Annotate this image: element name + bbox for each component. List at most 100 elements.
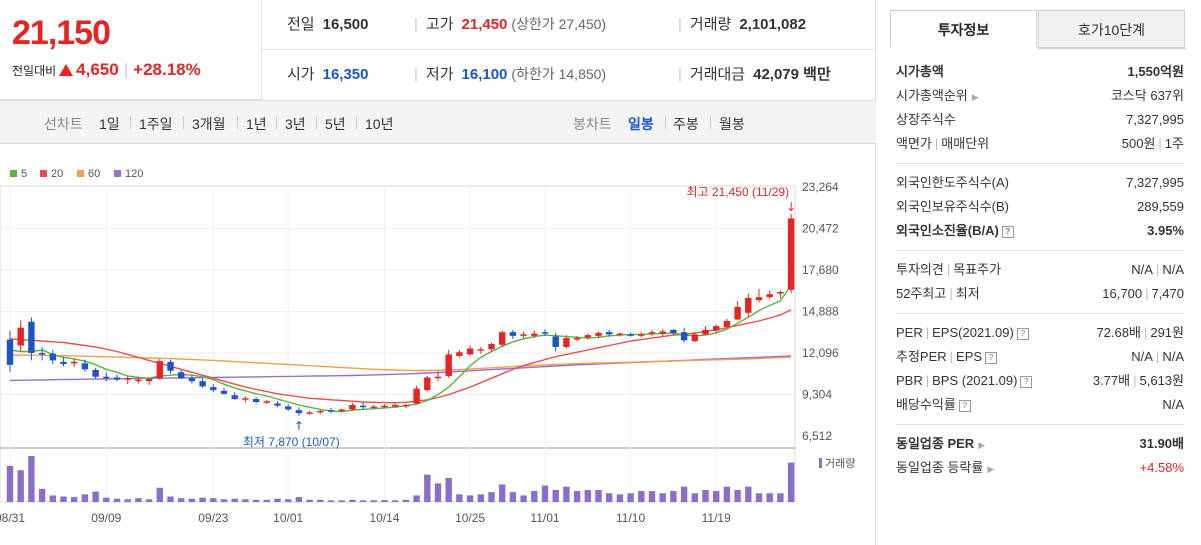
volume-bar	[274, 498, 281, 502]
prev-close-value: 16,500	[322, 16, 369, 33]
tab-1year[interactable]: 1년	[246, 116, 267, 132]
volume-bar	[252, 499, 260, 502]
candle-body	[648, 332, 656, 334]
tab-5year[interactable]: 5년	[325, 116, 346, 132]
target-label: 목표주가	[953, 262, 1002, 277]
tab-weekly[interactable]: 주봉	[673, 116, 699, 132]
candle-body	[488, 344, 495, 350]
tab-3year[interactable]: 3년	[285, 116, 306, 132]
volume-bar	[295, 497, 303, 502]
help-icon[interactable]: ?	[1016, 328, 1029, 340]
lower-limit-label: (하한가	[511, 66, 555, 82]
x-tick-label: 10/01	[273, 511, 303, 525]
tab-orderbook[interactable]: 호가10단계	[1038, 10, 1185, 48]
legend-swatch	[114, 170, 121, 177]
legend-label: 20	[51, 168, 63, 180]
volume-bar	[242, 499, 249, 502]
help-icon[interactable]: ?	[1001, 226, 1014, 238]
volume-bar	[691, 493, 698, 502]
ma20-line	[9, 309, 792, 404]
volume-bar	[766, 493, 773, 502]
candle-body	[295, 410, 303, 414]
help-icon[interactable]: ?	[1020, 376, 1033, 388]
volume-bar	[92, 491, 99, 502]
est-eps-label: EPS	[956, 349, 983, 364]
foreign-hold-label: 외국인보유주식수(B)	[896, 199, 1010, 214]
candle-body	[274, 403, 281, 406]
candle-body	[552, 336, 559, 347]
high-value: 21,450	[461, 16, 508, 33]
price-box: 21,150 전일대비 4,650 | +28.18%	[0, 0, 262, 100]
pbr-value: 3.77배	[1092, 373, 1131, 388]
change-rate: +28.18%	[133, 60, 201, 79]
volume-bar	[541, 485, 549, 502]
par-label: 액면가	[896, 136, 932, 151]
candle-body	[531, 333, 538, 336]
info-tabs: 투자정보 호가10단계	[890, 10, 1186, 50]
opinion-value: N/A	[1131, 262, 1153, 277]
volume-bar	[723, 486, 731, 502]
tab-3month[interactable]: 3개월	[192, 116, 226, 132]
candle-body	[327, 410, 335, 412]
candle-body	[638, 334, 645, 336]
volume-bar	[167, 496, 174, 502]
x-tick-label: 11/01	[530, 511, 559, 525]
legend-swatch	[40, 170, 47, 177]
volume-bar	[445, 477, 452, 502]
price-change: 전일대비 4,650 | +28.18%	[12, 60, 201, 79]
candle-body	[156, 361, 163, 379]
candle-body	[734, 306, 741, 320]
candle-body	[573, 338, 581, 340]
tab-invest-info[interactable]: 투자정보	[890, 10, 1037, 48]
volume-bar	[595, 489, 602, 502]
candle-body	[263, 401, 270, 403]
target-value: N/A	[1162, 262, 1184, 277]
tab-10year[interactable]: 10년	[365, 116, 394, 132]
candle-body	[584, 335, 591, 338]
candle-body	[220, 390, 228, 394]
candle-body	[103, 376, 110, 379]
change-amount: 4,650	[76, 60, 119, 79]
volume-bar	[456, 494, 463, 502]
info-row-sector-per[interactable]: 동일업종 PER ▶ 31.90배	[896, 432, 1184, 456]
par-value: 500원	[1121, 136, 1156, 151]
candle-body	[627, 334, 634, 336]
tab-1week[interactable]: 1주일	[139, 116, 173, 132]
summary-row-2: 시가 16,350 | 저가 16,100 (하한가 14,850) | 거래대금 42,0…	[287, 66, 831, 83]
up-arrow-icon: ↑	[294, 419, 304, 433]
info-row-rank[interactable]: 시가총액순위 ▶ 코스닥 637위	[896, 84, 1184, 108]
legend-label: 120	[125, 168, 143, 180]
candle-body	[723, 320, 731, 327]
tab-1day[interactable]: 1일	[99, 116, 120, 132]
candle-body	[28, 321, 35, 353]
volume-bar	[520, 495, 527, 502]
ma120-line	[9, 355, 792, 382]
candle-body	[252, 399, 260, 402]
candle-body	[178, 372, 185, 379]
info-row-foreign-ratio: 외국인소진율(B/A)? 3.95%	[896, 219, 1184, 243]
invest-info-table: 시가총액 1,550억원 시가총액순위 ▶ 코스닥 637위 상장주식수 7,327,9…	[896, 60, 1184, 480]
info-row-sector-change[interactable]: 동일업종 등락률 ▶ +4.58%	[896, 456, 1184, 480]
candle-body	[49, 353, 56, 361]
volume-bar	[71, 497, 78, 502]
volume-bar	[488, 492, 495, 502]
help-icon[interactable]: ?	[958, 400, 971, 412]
help-icon[interactable]: ?	[985, 352, 998, 364]
volume-bar	[552, 489, 559, 502]
candle-body	[520, 334, 527, 336]
dividend-label: 배당수익률	[896, 397, 956, 412]
volume-bar	[327, 500, 335, 502]
y-tick-label: 14,888	[802, 305, 839, 319]
tab-daily[interactable]: 일봉	[628, 116, 654, 132]
x-tick-label: 11/10	[616, 511, 645, 525]
info-row-opinion: 투자의견 | 목표주가 N/A | N/A	[896, 262, 1184, 277]
info-row-foreign-limit: 외국인한도주식수(A) 7,327,995	[896, 171, 1184, 195]
candle-body	[370, 406, 377, 408]
y-tick-label: 23,264	[802, 180, 839, 194]
volume-bar	[638, 491, 645, 502]
tab-monthly[interactable]: 월봉	[719, 116, 745, 132]
chevron-right-icon: ▶	[971, 92, 979, 102]
summary-row-1: 전일 16,500 | 고가 21,450 (상한가 27,450) | 거래량 2,101…	[262, 0, 876, 50]
volume-bar	[777, 493, 784, 502]
volume-bar	[745, 486, 752, 502]
